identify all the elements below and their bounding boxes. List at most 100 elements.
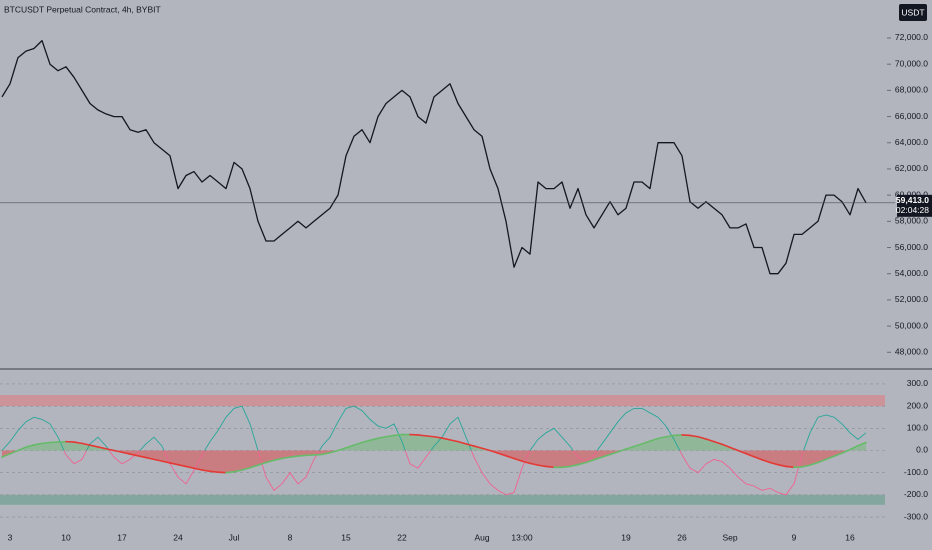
signal-segment: [657, 435, 667, 440]
signal-segment: [617, 448, 627, 453]
y-tick-label: 70,000.0: [895, 58, 928, 68]
signal-segment: [257, 461, 267, 466]
signal-segment: [737, 449, 747, 455]
signal-segment: [561, 465, 571, 469]
signal-segment: [137, 455, 147, 459]
y-tick-label: 0.0: [916, 445, 928, 455]
signal-segment: [665, 434, 675, 438]
signal-segment: [129, 453, 139, 457]
signal-segment: [241, 466, 251, 471]
signal-segment: [625, 445, 635, 450]
signal-segment: [297, 454, 307, 457]
x-tick-label: 13:00: [511, 532, 533, 542]
y-tick-label: -200.0: [904, 489, 928, 499]
signal-segment: [817, 458, 827, 464]
signal-segment: [537, 464, 547, 468]
y-tick-label: 56,000.0: [895, 242, 928, 252]
chart-title: BTCUSDT Perpetual Contract, 4h, BYBIT: [4, 4, 161, 14]
x-tick-label: 3: [8, 532, 13, 542]
signal-segment: [73, 441, 83, 445]
signal-segment: [41, 441, 51, 445]
y-tick-label: 300.0: [907, 378, 929, 388]
signal-segment: [697, 435, 707, 440]
signal-segment: [641, 440, 651, 445]
y-tick-label: 64,000.0: [895, 137, 928, 147]
signal-segment: [481, 447, 491, 452]
signal-segment: [633, 443, 643, 448]
y-tick-label: 100.0: [907, 423, 929, 433]
signal-segment: [1, 453, 11, 458]
signal-area: [2, 434, 866, 473]
signal-segment: [593, 456, 603, 461]
signal-segment: [569, 463, 579, 468]
signal-segment: [177, 463, 187, 468]
signal-segment: [433, 435, 443, 439]
signal-segment: [473, 445, 483, 450]
zone: [0, 395, 885, 407]
signal-segment: [585, 459, 595, 464]
signal-segment: [321, 451, 331, 456]
signal-segment: [857, 441, 867, 447]
x-tick-label: Sep: [722, 532, 737, 542]
signal-segment: [465, 443, 475, 447]
signal-segment: [761, 459, 771, 464]
oscillator-line: [1, 405, 867, 496]
signal-segment: [513, 457, 523, 462]
signal-segment: [153, 458, 163, 462]
signal-segment: [9, 449, 19, 455]
signal-segment: [841, 448, 851, 454]
x-tick-label: 22: [397, 532, 407, 542]
signal-segment: [17, 446, 27, 452]
currency-button[interactable]: [899, 4, 927, 21]
y-tick-label: 58,000.0: [895, 216, 928, 226]
signal-segment: [337, 447, 347, 452]
signal-segment: [25, 444, 35, 448]
signal-segment: [721, 443, 731, 449]
signal-segment: [145, 456, 155, 461]
signal-segment: [329, 449, 339, 454]
signal-segment: [609, 451, 619, 456]
y-tick-label: 200.0: [907, 400, 929, 410]
x-tick-label: 16: [845, 532, 855, 542]
signal-segment: [97, 446, 107, 450]
x-tick-label: 9: [792, 532, 797, 542]
signal-segment: [105, 447, 115, 452]
signal-segment: [425, 435, 435, 438]
signal-segment: [601, 453, 611, 458]
signal-segment: [521, 460, 531, 465]
signal-segment: [185, 465, 195, 470]
x-tick-label: 19: [621, 532, 631, 542]
signal-segment: [777, 463, 787, 468]
x-tick-label: 10: [61, 532, 71, 542]
y-tick-label: 60,000.0: [895, 189, 928, 199]
signal-segment: [377, 435, 387, 440]
y-tick-label: 66,000.0: [895, 111, 928, 121]
signal-segment: [161, 460, 171, 464]
signal-segment: [273, 457, 283, 462]
signal-segment: [705, 438, 715, 443]
signal-segment: [289, 455, 299, 458]
signal-segment: [769, 461, 779, 466]
x-tick-label: 24: [173, 532, 183, 542]
signal-segment: [169, 462, 179, 466]
signal-segment: [729, 446, 739, 452]
signal-segment: [353, 441, 363, 446]
signal-segment: [577, 461, 587, 466]
signal-segment: [385, 434, 395, 438]
currency-label[interactable]: USDT: [901, 7, 924, 17]
countdown-label: 02:04:28: [896, 205, 929, 215]
signal-segment: [753, 455, 763, 461]
y-tick-label: 50,000.0: [895, 320, 928, 330]
signal-segment: [545, 465, 555, 469]
y-tick-label: 68,000.0: [895, 85, 928, 95]
signal-segment: [417, 434, 427, 437]
signal-segment: [505, 455, 515, 460]
y-tick-label: 54,000.0: [895, 268, 928, 278]
x-tick-label: 26: [677, 532, 687, 542]
signal-segment: [369, 437, 379, 442]
signal-segment: [745, 452, 755, 458]
signal-segment: [785, 465, 795, 469]
x-tick-label: Aug: [474, 532, 489, 542]
signal-segment: [209, 470, 219, 474]
